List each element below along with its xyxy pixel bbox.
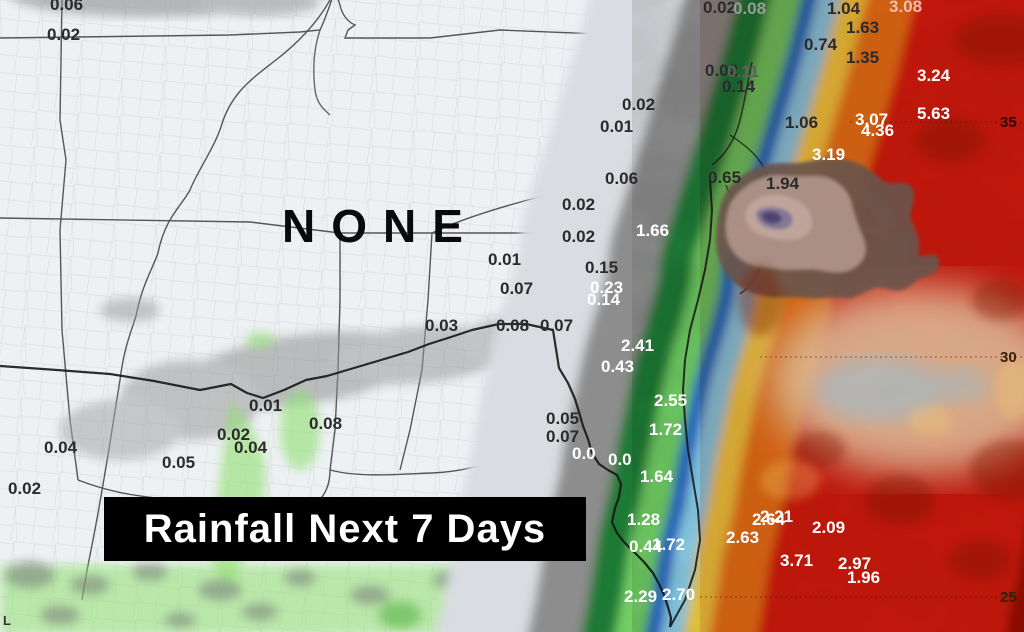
svg-text:0.74: 0.74 xyxy=(804,35,838,54)
svg-text:0.14: 0.14 xyxy=(587,290,621,309)
svg-text:0.01: 0.01 xyxy=(600,117,633,136)
svg-text:1.72: 1.72 xyxy=(652,535,685,554)
svg-text:2.55: 2.55 xyxy=(654,391,687,410)
svg-text:0.07: 0.07 xyxy=(500,279,533,298)
svg-text:0.05: 0.05 xyxy=(162,453,195,472)
svg-text:NONE: NONE xyxy=(282,200,479,252)
svg-text:30: 30 xyxy=(1000,349,1017,366)
svg-text:0.08: 0.08 xyxy=(309,414,342,433)
svg-text:0.08: 0.08 xyxy=(733,0,766,18)
svg-text:1.64: 1.64 xyxy=(640,467,674,486)
svg-text:2.21: 2.21 xyxy=(760,507,793,526)
svg-text:L: L xyxy=(3,613,11,628)
svg-text:0.0: 0.0 xyxy=(608,450,632,469)
svg-text:1.66: 1.66 xyxy=(636,221,669,240)
svg-text:3.19: 3.19 xyxy=(812,145,845,164)
svg-text:0.06: 0.06 xyxy=(605,169,638,188)
svg-text:0.02: 0.02 xyxy=(562,195,595,214)
svg-text:0.14: 0.14 xyxy=(722,77,756,96)
svg-text:2.29: 2.29 xyxy=(624,587,657,606)
svg-text:0.02: 0.02 xyxy=(8,479,41,498)
svg-text:2.41: 2.41 xyxy=(621,336,654,355)
svg-text:0.06: 0.06 xyxy=(50,0,83,14)
svg-text:0.43: 0.43 xyxy=(601,357,634,376)
svg-text:0.05: 0.05 xyxy=(546,409,579,428)
svg-text:2.63: 2.63 xyxy=(726,528,759,547)
svg-text:0.04: 0.04 xyxy=(44,438,78,457)
svg-text:1.72: 1.72 xyxy=(649,420,682,439)
svg-text:0.04: 0.04 xyxy=(234,438,268,457)
svg-text:0.07: 0.07 xyxy=(540,316,573,335)
svg-text:1.63: 1.63 xyxy=(846,18,879,37)
svg-text:2.09: 2.09 xyxy=(812,518,845,537)
svg-text:0.65: 0.65 xyxy=(708,168,741,187)
svg-text:25: 25 xyxy=(1000,589,1017,606)
svg-text:0.02: 0.02 xyxy=(622,95,655,114)
svg-text:5.63: 5.63 xyxy=(917,104,950,123)
svg-text:0.02: 0.02 xyxy=(703,0,736,17)
svg-text:1.94: 1.94 xyxy=(766,174,800,193)
svg-text:1.04: 1.04 xyxy=(827,0,861,18)
svg-text:0.02: 0.02 xyxy=(562,227,595,246)
svg-text:3.24: 3.24 xyxy=(917,66,951,85)
svg-text:1.28: 1.28 xyxy=(627,510,660,529)
svg-text:0.15: 0.15 xyxy=(585,258,618,277)
svg-text:0.01: 0.01 xyxy=(488,250,521,269)
svg-text:0.0: 0.0 xyxy=(572,444,596,463)
svg-text:3.71: 3.71 xyxy=(780,551,813,570)
svg-text:35: 35 xyxy=(1000,114,1017,131)
svg-text:4.36: 4.36 xyxy=(861,121,894,140)
svg-text:0.02: 0.02 xyxy=(47,25,80,44)
svg-text:0.08: 0.08 xyxy=(496,316,529,335)
svg-text:1.35: 1.35 xyxy=(846,48,879,67)
svg-text:0.03: 0.03 xyxy=(425,316,458,335)
svg-text:0.01: 0.01 xyxy=(249,396,282,415)
svg-text:2.70: 2.70 xyxy=(662,585,695,604)
svg-text:1.06: 1.06 xyxy=(785,113,818,132)
svg-text:1.96: 1.96 xyxy=(847,568,880,587)
svg-text:3.08: 3.08 xyxy=(889,0,922,16)
